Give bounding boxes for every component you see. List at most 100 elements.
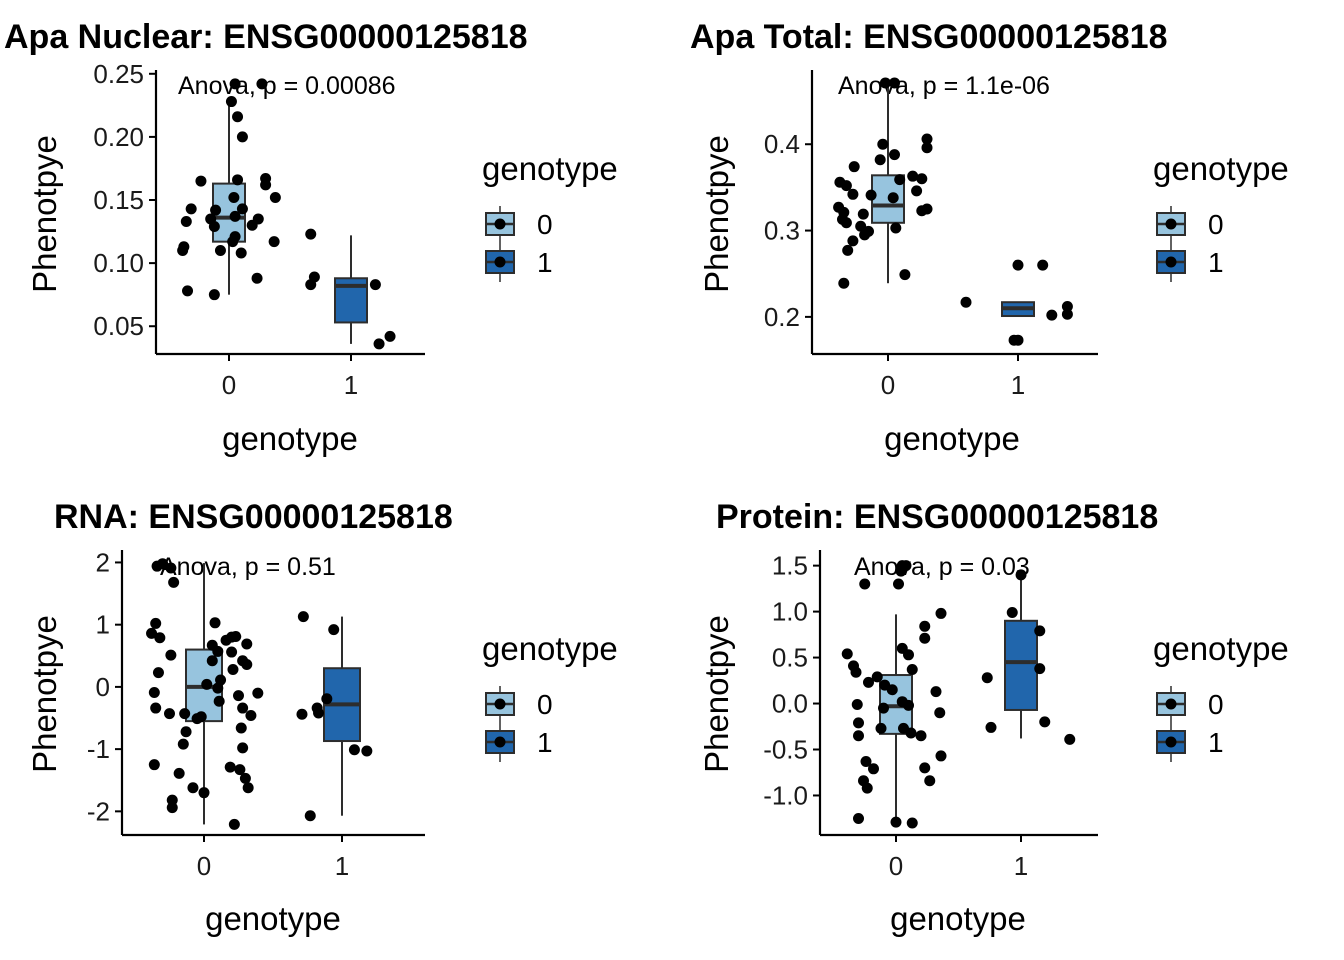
- data-point: [232, 174, 244, 186]
- data-point: [251, 272, 263, 284]
- legend-title: genotype: [482, 150, 618, 187]
- data-point: [903, 649, 914, 661]
- data-point: [297, 611, 309, 623]
- legend-key-point: [494, 698, 506, 710]
- data-point: [195, 175, 207, 187]
- legend-key-0: 0: [485, 686, 553, 724]
- data-point: [236, 131, 248, 143]
- data-point: [210, 204, 222, 216]
- data-point: [890, 222, 902, 234]
- legend-title: genotype: [1153, 150, 1289, 187]
- x-tick-label: 1: [1014, 851, 1028, 881]
- legend-key-0: 0: [1156, 686, 1224, 724]
- data-point: [906, 664, 918, 676]
- boxplot-genotype-1: [1004, 575, 1038, 739]
- data-point: [237, 742, 249, 754]
- boxplot-genotype-1: [334, 235, 368, 344]
- data-point: [328, 624, 340, 636]
- data-point: [212, 645, 224, 657]
- legend-label: 0: [537, 209, 553, 240]
- data-point: [889, 77, 900, 89]
- legend-label: 1: [1208, 247, 1224, 278]
- panel-title: Apa Total: ENSG00000125818: [690, 18, 1168, 56]
- data-point: [304, 810, 316, 822]
- data-point: [228, 191, 240, 203]
- data-point: [212, 682, 224, 694]
- data-point: [893, 578, 904, 590]
- legend: genotype 0 1: [482, 630, 618, 762]
- legend: genotype 0 1: [482, 150, 618, 282]
- y-axis: 0.05 0.10 0.15 0.20 0.25: [93, 59, 158, 354]
- boxplot-genotype-0: [879, 614, 913, 824]
- data-point: [838, 277, 850, 289]
- data-point: [245, 710, 257, 722]
- data-point: [887, 192, 899, 204]
- panel-title: RNA: ENSG00000125818: [54, 498, 453, 536]
- data-point: [1064, 733, 1076, 745]
- data-point: [179, 708, 191, 720]
- legend-title: genotype: [1153, 630, 1289, 667]
- data-point: [895, 565, 907, 577]
- y-axis: -2 -1 0 1 2: [87, 547, 124, 835]
- x-tick-label: 0: [222, 370, 236, 400]
- data-point: [148, 687, 160, 698]
- legend-key-point: [1165, 256, 1177, 268]
- data-point: [236, 203, 248, 215]
- data-point: [165, 649, 177, 661]
- y-axis-title: Phenotpye: [698, 615, 735, 773]
- boxplots: [185, 563, 361, 825]
- data-point: [921, 133, 933, 145]
- data-point: [227, 663, 239, 675]
- legend-key-point: [1165, 218, 1177, 230]
- data-point: [930, 686, 942, 698]
- boxplot-genotype-1: [1001, 301, 1035, 318]
- data-point: [198, 787, 210, 799]
- data-point: [853, 730, 864, 742]
- data-point: [840, 217, 852, 229]
- data-point: [166, 802, 178, 814]
- legend: genotype 0 1: [1153, 630, 1289, 762]
- x-tick-label: 0: [881, 370, 895, 400]
- data-point: [239, 772, 251, 784]
- data-point: [840, 180, 852, 192]
- data-point: [841, 648, 853, 660]
- y-tick-label: -1: [87, 734, 110, 764]
- data-point: [935, 607, 947, 619]
- data-point: [232, 111, 244, 123]
- data-point: [182, 285, 194, 297]
- data-point: [906, 817, 918, 829]
- y-tick-label: 0.15: [93, 185, 144, 215]
- y-tick-label: 2: [96, 547, 110, 577]
- y-tick-label: 1: [96, 610, 110, 640]
- y-axis: 0.2 0.3 0.4: [764, 70, 814, 354]
- data-point: [1015, 569, 1027, 581]
- data-point: [305, 279, 317, 291]
- data-point: [1061, 308, 1073, 320]
- data-point: [146, 627, 158, 639]
- boxplot-genotype-1: [323, 616, 361, 816]
- data-point: [185, 203, 197, 215]
- data-point: [235, 722, 247, 734]
- y-tick-label: 0: [96, 672, 110, 702]
- data-point: [1034, 625, 1046, 637]
- data-point: [848, 161, 860, 173]
- data-point: [209, 617, 221, 629]
- data-point: [296, 708, 308, 720]
- legend-key-point: [1165, 736, 1177, 748]
- legend-label: 1: [1208, 727, 1224, 758]
- data-point: [919, 632, 931, 644]
- jitter-points: [177, 78, 396, 350]
- anova-annotation: Anova, p = 0.03: [854, 553, 1030, 581]
- x-tick-label: 0: [197, 851, 211, 881]
- data-point: [313, 707, 325, 719]
- data-point: [890, 816, 902, 828]
- data-point: [168, 576, 180, 588]
- data-point: [850, 666, 862, 678]
- data-point: [935, 750, 947, 762]
- data-point: [853, 717, 864, 729]
- x-tick-label: 1: [344, 370, 358, 400]
